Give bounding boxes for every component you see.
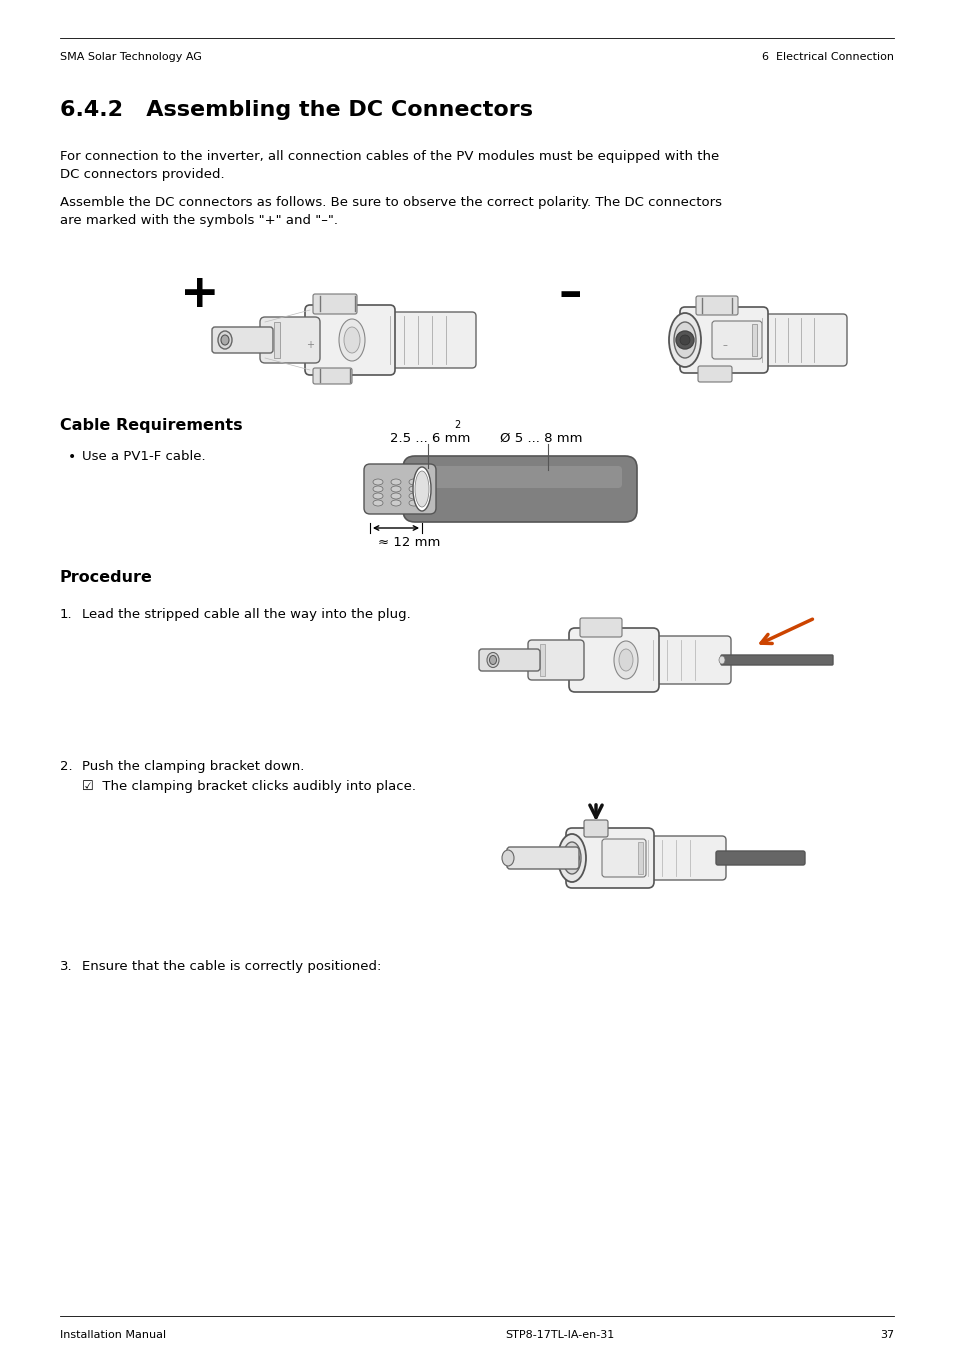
FancyBboxPatch shape [402,456,637,522]
FancyBboxPatch shape [679,307,767,373]
Text: are marked with the symbols "+" and "–".: are marked with the symbols "+" and "–". [60,214,337,227]
FancyBboxPatch shape [568,627,659,692]
FancyBboxPatch shape [212,327,273,353]
Text: DC connectors provided.: DC connectors provided. [60,168,224,181]
Text: 3.: 3. [60,960,72,973]
Text: Assemble the DC connectors as follows. Be sure to observe the correct polarity. : Assemble the DC connectors as follows. B… [60,196,721,210]
Ellipse shape [409,493,418,499]
FancyBboxPatch shape [377,312,476,368]
Ellipse shape [719,656,724,664]
FancyBboxPatch shape [506,846,578,869]
Bar [539,644,544,676]
Ellipse shape [373,479,382,485]
Text: Installation Manual: Installation Manual [60,1330,166,1340]
FancyBboxPatch shape [640,635,730,684]
Bar [274,322,280,358]
Text: –: – [721,339,727,350]
FancyBboxPatch shape [583,821,607,837]
Text: 6.4.2   Assembling the DC Connectors: 6.4.2 Assembling the DC Connectors [60,100,533,120]
Text: 6  Electrical Connection: 6 Electrical Connection [761,51,893,62]
Ellipse shape [618,649,633,671]
Text: STP8-17TL-IA-en-31: STP8-17TL-IA-en-31 [505,1330,614,1340]
FancyBboxPatch shape [698,366,731,383]
Text: For connection to the inverter, all connection cables of the PV modules must be : For connection to the inverter, all conn… [60,150,719,164]
Ellipse shape [338,319,365,361]
FancyBboxPatch shape [720,654,832,665]
Ellipse shape [614,641,638,679]
Ellipse shape [413,466,431,511]
Text: Ensure that the cable is correctly positioned:: Ensure that the cable is correctly posit… [82,960,381,973]
FancyBboxPatch shape [636,836,725,880]
Ellipse shape [564,850,578,865]
FancyBboxPatch shape [527,639,583,680]
Ellipse shape [673,322,696,358]
Ellipse shape [409,500,418,506]
Ellipse shape [415,470,429,507]
FancyBboxPatch shape [313,293,356,314]
Ellipse shape [344,327,359,353]
Ellipse shape [558,834,585,882]
Ellipse shape [679,335,689,345]
Ellipse shape [501,850,514,867]
FancyBboxPatch shape [711,320,761,360]
Ellipse shape [409,485,418,492]
Text: ≈ 12 mm: ≈ 12 mm [377,535,440,549]
Bar [751,324,757,356]
Ellipse shape [391,485,400,492]
FancyBboxPatch shape [313,368,352,384]
Ellipse shape [391,479,400,485]
Ellipse shape [221,335,229,345]
FancyBboxPatch shape [414,466,621,488]
Text: ☑  The clamping bracket clicks audibly into place.: ☑ The clamping bracket clicks audibly in… [82,780,416,794]
Text: SMA Solar Technology AG: SMA Solar Technology AG [60,51,202,62]
Ellipse shape [373,485,382,492]
FancyBboxPatch shape [696,296,738,315]
Ellipse shape [373,493,382,499]
Ellipse shape [486,653,498,668]
FancyBboxPatch shape [601,840,645,877]
Ellipse shape [218,331,232,349]
Text: Ø 5 ... 8 mm: Ø 5 ... 8 mm [499,433,582,445]
FancyBboxPatch shape [260,316,319,362]
Text: –: – [558,272,581,316]
Bar [638,842,642,873]
Text: +: + [180,272,219,316]
Ellipse shape [676,331,693,349]
Ellipse shape [562,842,580,873]
FancyBboxPatch shape [750,314,846,366]
FancyBboxPatch shape [305,306,395,375]
FancyBboxPatch shape [716,850,804,865]
Text: Lead the stripped cable all the way into the plug.: Lead the stripped cable all the way into… [82,608,411,621]
Text: Use a PV1-F cable.: Use a PV1-F cable. [82,450,206,462]
Text: 37: 37 [879,1330,893,1340]
Ellipse shape [409,479,418,485]
Text: +: + [306,339,314,350]
FancyArrowPatch shape [589,804,601,818]
Text: •: • [68,450,76,464]
FancyBboxPatch shape [579,618,621,637]
Text: 2.: 2. [60,760,72,773]
Text: Cable Requirements: Cable Requirements [60,418,242,433]
Ellipse shape [668,314,700,366]
FancyBboxPatch shape [364,464,436,514]
Text: 2.5 ... 6 mm: 2.5 ... 6 mm [390,433,470,445]
Text: 2: 2 [454,420,459,430]
FancyBboxPatch shape [478,649,539,671]
Ellipse shape [391,500,400,506]
Text: 1.: 1. [60,608,72,621]
Text: Procedure: Procedure [60,571,152,585]
Text: Push the clamping bracket down.: Push the clamping bracket down. [82,760,304,773]
Ellipse shape [373,500,382,506]
Ellipse shape [391,493,400,499]
FancyArrowPatch shape [760,619,812,644]
Ellipse shape [489,656,496,664]
FancyBboxPatch shape [565,827,654,888]
